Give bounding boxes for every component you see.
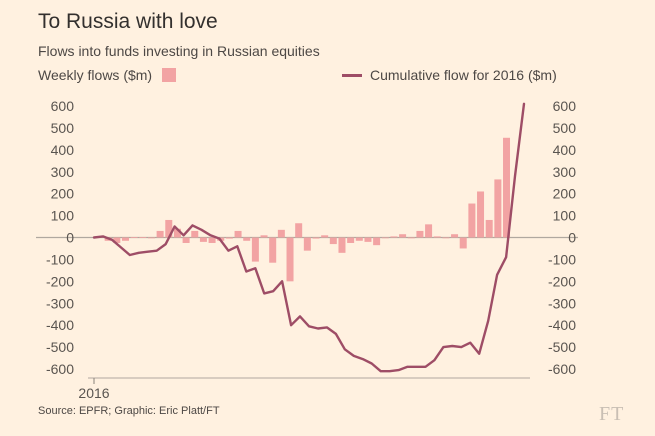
weekly-flow-bar (303, 237, 311, 251)
chart-title: To Russia with love (38, 10, 218, 33)
weekly-flow-bar (234, 230, 242, 238)
legend-bars-swatch (162, 68, 177, 82)
weekly-flow-bar (156, 230, 164, 238)
weekly-flow-bar (312, 237, 320, 239)
y-tick-label-right: 600 (553, 98, 577, 114)
y-tick-label-right: -500 (548, 339, 576, 355)
cumulative-flow-line (92, 102, 526, 373)
legend-cumulative-flow: Cumulative flow for 2016 ($m) (342, 67, 557, 83)
y-tick-label-left: -500 (46, 339, 74, 355)
weekly-flow-bar (113, 237, 121, 243)
y-tick-label-right: 500 (553, 120, 577, 136)
y-tick-label-right: -300 (548, 295, 576, 311)
y-tick-label-right: -400 (548, 317, 576, 333)
weekly-flow-bar (295, 223, 303, 238)
weekly-flow-bar (225, 237, 233, 239)
weekly-flow-bar (269, 237, 277, 263)
weekly-flow-bar (451, 234, 459, 238)
weekly-flow-bar (442, 237, 450, 239)
weekly-flow-bar (286, 237, 294, 282)
weekly-flow-bar (147, 237, 155, 239)
weekly-flow-bar (191, 230, 199, 238)
weekly-flow-bar (208, 237, 216, 243)
source-note: Source: EPFR; Graphic: Eric Platt/FT (38, 405, 220, 417)
weekly-flow-bar (165, 219, 173, 238)
weekly-flow-bar (251, 237, 259, 262)
y-axis-right: 600 500 400 300 200 100 0 -100 -200 -300 -400 -500 -… (548, 98, 576, 377)
y-tick-label-left: -100 (46, 251, 74, 267)
y-tick-label-right: 200 (553, 186, 577, 202)
weekly-flow-bar (407, 237, 415, 239)
y-tick-label-left: -600 (46, 361, 74, 377)
weekly-flow-bar (355, 237, 363, 241)
weekly-flow-bar (477, 191, 485, 238)
weekly-flow-bar (468, 203, 476, 238)
weekly-flow-bar (139, 237, 147, 238)
weekly-flow-bar (277, 229, 285, 238)
weekly-flow-bar (347, 237, 355, 243)
weekly-flow-bar (416, 230, 424, 238)
y-tick-label-right: 0 (568, 230, 576, 246)
weekly-flow-bar (399, 234, 407, 238)
weekly-flow-bar (121, 237, 129, 241)
weekly-flow-bars (96, 137, 511, 282)
y-tick-label-left: 100 (51, 208, 75, 224)
y-tick-label-left: -200 (46, 273, 74, 289)
legend-weekly-flows: Weekly flows ($m) (38, 67, 177, 83)
weekly-flow-bar (173, 228, 181, 238)
weekly-flow-bar (329, 237, 337, 245)
weekly-flow-bar (243, 237, 251, 241)
legend-line-label: Cumulative flow for 2016 ($m) (370, 67, 557, 83)
weekly-flow-bar (459, 237, 467, 249)
weekly-flow-bar (364, 237, 372, 242)
legend-bars-label: Weekly flows ($m) (38, 67, 153, 83)
y-tick-label-right: 100 (553, 208, 577, 224)
y-tick-label-left: 300 (51, 164, 75, 180)
weekly-flow-bar (199, 237, 207, 242)
y-tick-label-right: -200 (548, 273, 576, 289)
weekly-flow-bar (130, 237, 138, 238)
y-tick-label-left: -400 (46, 317, 74, 333)
chart-subtitle: Flows into funds investing in Russian eq… (38, 43, 320, 59)
y-tick-label-left: 400 (51, 142, 75, 158)
y-tick-label-left: -300 (46, 295, 74, 311)
y-axis-left: 600 500 400 300 200 100 0 -100 -200 -300 -400 -500 -… (46, 98, 74, 377)
weekly-flow-bar (494, 179, 502, 238)
y-tick-label-right: -100 (548, 251, 576, 267)
weekly-flow-bar (182, 237, 190, 243)
weekly-flow-bar (503, 137, 511, 238)
y-tick-label-left: 600 (51, 98, 75, 114)
weekly-flow-bar (433, 236, 441, 238)
x-tick-label: 2016 (78, 385, 109, 401)
y-tick-label-right: 300 (553, 164, 577, 180)
y-tick-label-right: 400 (553, 142, 577, 158)
weekly-flow-bar (373, 237, 381, 246)
weekly-flow-bar (425, 224, 433, 238)
cumulative-flow-line-group (92, 102, 526, 373)
weekly-flow-bar (485, 219, 493, 238)
weekly-flow-bar (321, 235, 329, 238)
weekly-flow-bar (381, 237, 389, 239)
weekly-flow-bar (338, 237, 346, 253)
ft-logo: FT (599, 403, 625, 425)
x-axis: 2016 (78, 377, 530, 401)
y-tick-label-left: 500 (51, 120, 75, 136)
legend-line-swatch (342, 73, 362, 77)
y-tick-label-right: -600 (548, 361, 576, 377)
weekly-flow-bar (260, 235, 268, 238)
y-tick-label-left: 0 (66, 230, 74, 246)
weekly-flow-bar (390, 236, 398, 238)
y-tick-label-left: 200 (51, 186, 75, 202)
